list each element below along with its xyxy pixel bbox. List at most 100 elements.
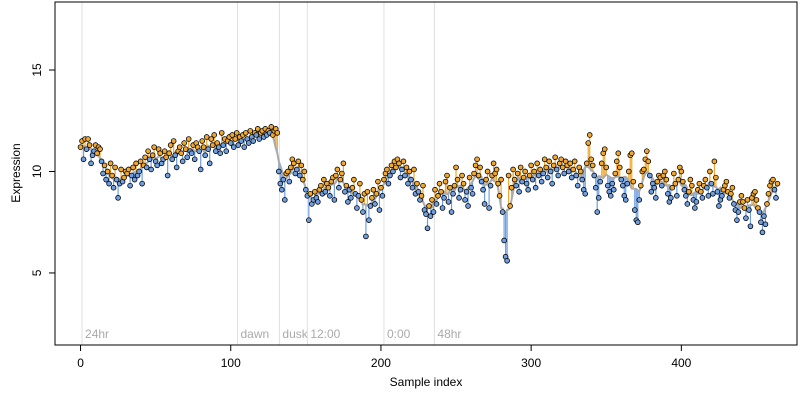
data-point (334, 166, 341, 173)
data-point (504, 257, 510, 264)
data-point (364, 188, 371, 195)
data-point (439, 205, 446, 211)
data-point (442, 178, 449, 185)
data-point (486, 205, 492, 211)
data-point (764, 201, 770, 207)
data-point (370, 186, 377, 193)
data-point (148, 166, 154, 173)
data-point (474, 156, 480, 163)
data-point (529, 176, 536, 183)
x-tick-label: 400 (671, 356, 691, 370)
data-point (466, 174, 473, 181)
data-point (689, 182, 695, 189)
data-point (306, 217, 312, 223)
data-point (729, 184, 736, 191)
data-point (321, 176, 327, 183)
data-point (570, 166, 576, 173)
data-point (728, 190, 734, 197)
data-point (707, 168, 713, 175)
data-point (85, 136, 91, 142)
x-tick-label: 0 (77, 356, 84, 370)
data-point (206, 160, 213, 167)
data-point (496, 193, 503, 199)
data-point (761, 213, 767, 219)
data-point (589, 162, 596, 169)
data-point (388, 162, 395, 169)
data-point (574, 182, 581, 189)
data-point (648, 188, 655, 195)
data-point (253, 132, 260, 138)
data-point (277, 180, 284, 187)
data-point (647, 172, 653, 179)
data-point (669, 184, 676, 191)
data-point (705, 193, 712, 199)
data-point (598, 160, 605, 167)
data-point (98, 158, 105, 165)
data-point (137, 158, 144, 165)
data-point (555, 172, 561, 179)
data-point (696, 180, 703, 187)
data-point (441, 195, 447, 201)
data-point (146, 156, 153, 163)
data-point (227, 140, 234, 146)
data-point (583, 160, 590, 167)
data-point (369, 195, 375, 201)
data-point (233, 130, 240, 136)
data-point (528, 162, 534, 169)
data-point (88, 160, 94, 167)
data-point (115, 195, 121, 201)
data-point (303, 186, 309, 193)
data-point (414, 180, 420, 187)
data-point (450, 190, 456, 197)
data-point (173, 164, 180, 171)
data-point (176, 144, 183, 150)
data-point (472, 162, 479, 169)
data-point (245, 140, 252, 146)
data-point (654, 178, 661, 185)
data-point (636, 197, 643, 203)
data-point (671, 170, 677, 177)
data-point (505, 172, 512, 179)
data-point (708, 180, 715, 187)
data-point (223, 148, 230, 154)
data-point (773, 195, 779, 201)
data-point (242, 130, 249, 136)
data-point (553, 166, 560, 173)
data-point (282, 197, 288, 203)
data-point (475, 172, 482, 179)
data-point (337, 176, 344, 183)
data-point (613, 158, 620, 165)
data-point (544, 174, 551, 181)
data-point (372, 201, 378, 207)
data-point (402, 172, 408, 179)
data-point (205, 146, 212, 152)
data-point (716, 203, 722, 209)
data-point (136, 168, 142, 175)
data-point (710, 190, 716, 197)
data-point (508, 184, 515, 191)
data-point (630, 178, 637, 185)
data-point (699, 195, 706, 201)
data-point (387, 172, 393, 179)
data-point (514, 170, 521, 177)
data-point (651, 184, 658, 191)
data-point (558, 156, 564, 163)
data-point (427, 213, 434, 219)
data-point (127, 182, 133, 189)
data-point (106, 180, 112, 187)
data-point (522, 168, 528, 175)
data-point (217, 150, 224, 157)
data-point (154, 162, 160, 169)
data-point (538, 178, 545, 185)
data-point (130, 164, 136, 171)
data-point (280, 176, 287, 183)
data-point (747, 223, 754, 230)
data-point (653, 195, 659, 201)
data-point (495, 180, 501, 187)
data-point (693, 199, 700, 205)
data-point (612, 170, 619, 177)
data-point (367, 203, 374, 209)
data-point (592, 184, 599, 191)
x-tick-label: 300 (521, 356, 541, 370)
data-point (561, 170, 567, 177)
